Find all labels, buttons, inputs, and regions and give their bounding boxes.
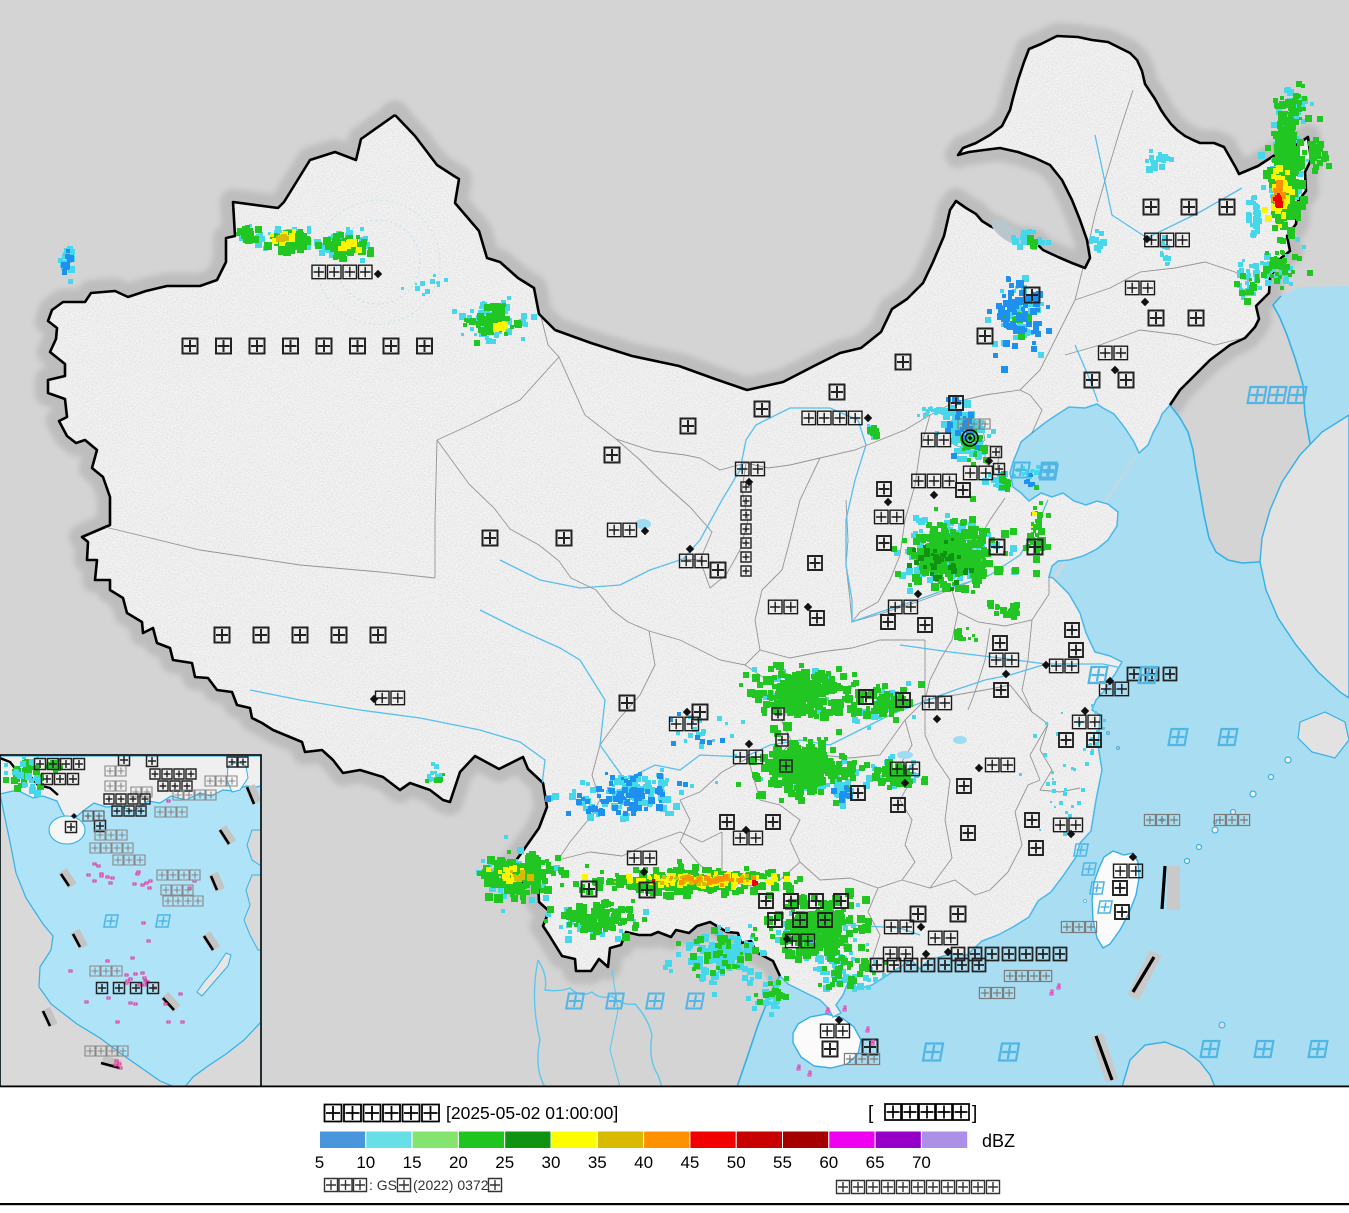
svg-text:25: 25 xyxy=(495,1153,514,1172)
svg-text:40: 40 xyxy=(634,1153,653,1172)
svg-text:[2025-05-02 01:00:00]: [2025-05-02 01:00:00] xyxy=(446,1103,618,1123)
svg-text:20: 20 xyxy=(449,1153,468,1172)
svg-text:50: 50 xyxy=(727,1153,746,1172)
svg-text:60: 60 xyxy=(819,1153,838,1172)
svg-text:15: 15 xyxy=(403,1153,422,1172)
svg-text:35: 35 xyxy=(588,1153,607,1172)
svg-text:55: 55 xyxy=(773,1153,792,1172)
svg-text:10: 10 xyxy=(356,1153,375,1172)
svg-text:45: 45 xyxy=(680,1153,699,1172)
svg-text:: GS: : GS xyxy=(369,1177,397,1193)
svg-text:70: 70 xyxy=(912,1153,931,1172)
svg-text:30: 30 xyxy=(542,1153,561,1172)
svg-text:(2022) 0372: (2022) 0372 xyxy=(413,1177,489,1193)
svg-text:[: [ xyxy=(868,1103,874,1124)
svg-text:dBZ: dBZ xyxy=(982,1131,1015,1151)
svg-text:5: 5 xyxy=(315,1153,324,1172)
svg-text:65: 65 xyxy=(866,1153,885,1172)
svg-text:]: ] xyxy=(972,1103,977,1124)
